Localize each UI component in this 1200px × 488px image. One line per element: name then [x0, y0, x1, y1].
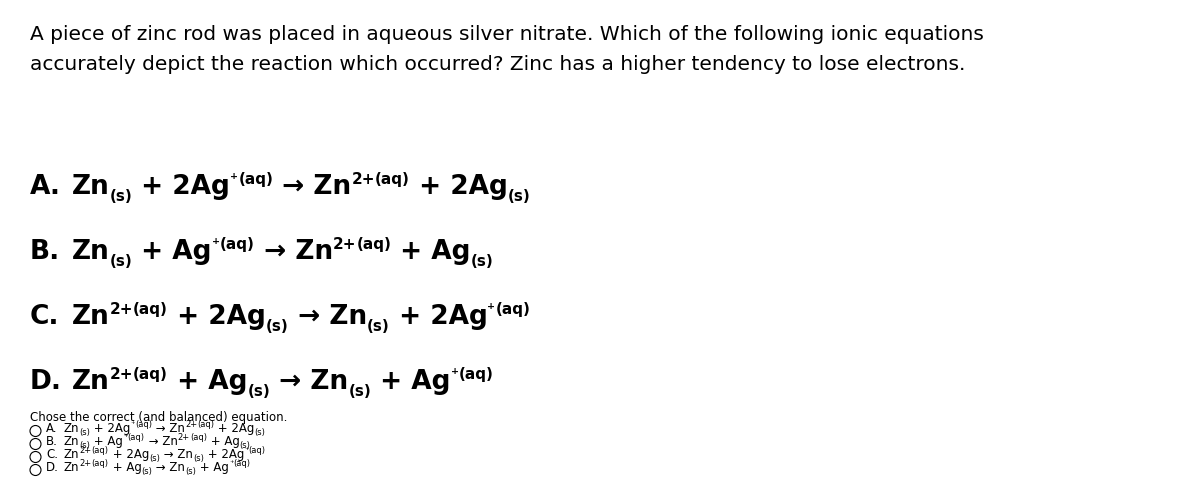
Text: (aq): (aq)	[239, 172, 274, 187]
Text: A.: A.	[30, 174, 61, 200]
Text: + 2Ag: + 2Ag	[132, 174, 230, 200]
Text: (aq): (aq)	[234, 458, 251, 467]
Text: A.: A.	[46, 421, 58, 434]
Text: (aq): (aq)	[374, 172, 409, 187]
Text: (aq): (aq)	[127, 432, 145, 441]
Text: (aq): (aq)	[91, 445, 109, 454]
Text: Zn: Zn	[64, 421, 79, 434]
Text: (s): (s)	[367, 318, 390, 333]
Text: (aq): (aq)	[197, 419, 215, 428]
Text: (s): (s)	[508, 188, 530, 203]
Text: (aq): (aq)	[458, 366, 493, 382]
Text: + Ag: + Ag	[90, 434, 124, 447]
Text: 2+: 2+	[352, 172, 374, 187]
Text: (s): (s)	[193, 453, 204, 463]
Text: A piece of zinc rod was placed in aqueous silver nitrate. Which of the following: A piece of zinc rod was placed in aqueou…	[30, 25, 984, 44]
Text: → Zn: → Zn	[145, 434, 178, 447]
Text: + 2Ag: + 2Ag	[109, 447, 149, 460]
Text: ⁺: ⁺	[212, 237, 220, 252]
Text: ⁺: ⁺	[124, 432, 127, 441]
Text: → Zn: → Zn	[289, 304, 367, 329]
Text: ⁺: ⁺	[230, 172, 239, 187]
Text: + Ag: + Ag	[206, 434, 240, 447]
Text: 2+: 2+	[178, 432, 190, 441]
Text: Zn: Zn	[72, 174, 109, 200]
Text: + Ag: + Ag	[196, 460, 229, 473]
Text: → Zn: → Zn	[152, 460, 185, 473]
Text: (aq): (aq)	[248, 445, 265, 454]
Text: + Ag: + Ag	[132, 239, 212, 264]
Text: + Ag: + Ag	[371, 368, 451, 394]
Text: + 2Ag: + 2Ag	[90, 421, 131, 434]
Text: (s): (s)	[142, 467, 152, 475]
Text: + 2Ag: + 2Ag	[204, 447, 244, 460]
Text: 2+: 2+	[185, 419, 197, 428]
Text: B.: B.	[30, 239, 60, 264]
Text: C.: C.	[30, 304, 60, 329]
Text: Zn: Zn	[64, 460, 79, 473]
Text: C.: C.	[46, 447, 58, 460]
Text: Zn: Zn	[64, 447, 79, 460]
Text: + Ag: + Ag	[391, 239, 470, 264]
Text: (s): (s)	[149, 453, 160, 463]
Text: D.: D.	[30, 368, 62, 394]
Text: (s): (s)	[109, 253, 132, 268]
Text: (s): (s)	[266, 318, 289, 333]
Text: (aq): (aq)	[356, 237, 391, 252]
Text: D.: D.	[46, 460, 59, 473]
Text: accurately depict the reaction which occurred? Zinc has a higher tendency to los: accurately depict the reaction which occ…	[30, 55, 965, 74]
Text: Zn: Zn	[72, 304, 109, 329]
Text: + Ag: + Ag	[168, 368, 247, 394]
Text: (aq): (aq)	[190, 432, 206, 441]
Text: (aq): (aq)	[496, 302, 530, 317]
Text: Zn: Zn	[72, 239, 109, 264]
Text: + 2Ag: + 2Ag	[390, 304, 487, 329]
Text: (aq): (aq)	[91, 458, 109, 467]
Text: → Zn: → Zn	[270, 368, 348, 394]
Text: → Zn: → Zn	[254, 239, 334, 264]
Text: 2+: 2+	[79, 458, 91, 467]
Text: ⁺: ⁺	[487, 302, 496, 317]
Text: (s): (s)	[79, 441, 90, 449]
Text: (aq): (aq)	[133, 302, 168, 317]
Text: ⁺: ⁺	[229, 458, 234, 467]
Text: (s): (s)	[470, 253, 493, 268]
Text: 2+: 2+	[334, 237, 356, 252]
Text: (s): (s)	[109, 188, 132, 203]
Text: 2+: 2+	[109, 366, 133, 382]
Text: ⁺: ⁺	[244, 445, 248, 454]
Text: (s): (s)	[185, 467, 196, 475]
Text: ⁺: ⁺	[451, 366, 458, 382]
Text: 2+: 2+	[79, 445, 91, 454]
Text: + 2Ag: + 2Ag	[215, 421, 254, 434]
Text: (s): (s)	[348, 383, 371, 398]
Text: ⁺: ⁺	[131, 419, 136, 428]
Text: → Zn: → Zn	[152, 421, 185, 434]
Text: → Zn: → Zn	[160, 447, 193, 460]
Text: B.: B.	[46, 434, 58, 447]
Text: (aq): (aq)	[133, 366, 168, 382]
Text: + Ag: + Ag	[109, 460, 142, 473]
Text: (s): (s)	[79, 427, 90, 437]
Text: (s): (s)	[240, 441, 251, 449]
Text: + 2Ag: + 2Ag	[168, 304, 266, 329]
Text: Zn: Zn	[72, 368, 109, 394]
Text: 2+: 2+	[109, 302, 133, 317]
Text: Chose the correct (and balanced) equation.: Chose the correct (and balanced) equatio…	[30, 410, 287, 423]
Text: + 2Ag: + 2Ag	[409, 174, 508, 200]
Text: (aq): (aq)	[220, 237, 254, 252]
Text: (s): (s)	[247, 383, 270, 398]
Text: (s): (s)	[254, 427, 265, 437]
Text: → Zn: → Zn	[274, 174, 352, 200]
Text: (aq): (aq)	[136, 419, 152, 428]
Text: Zn: Zn	[64, 434, 79, 447]
